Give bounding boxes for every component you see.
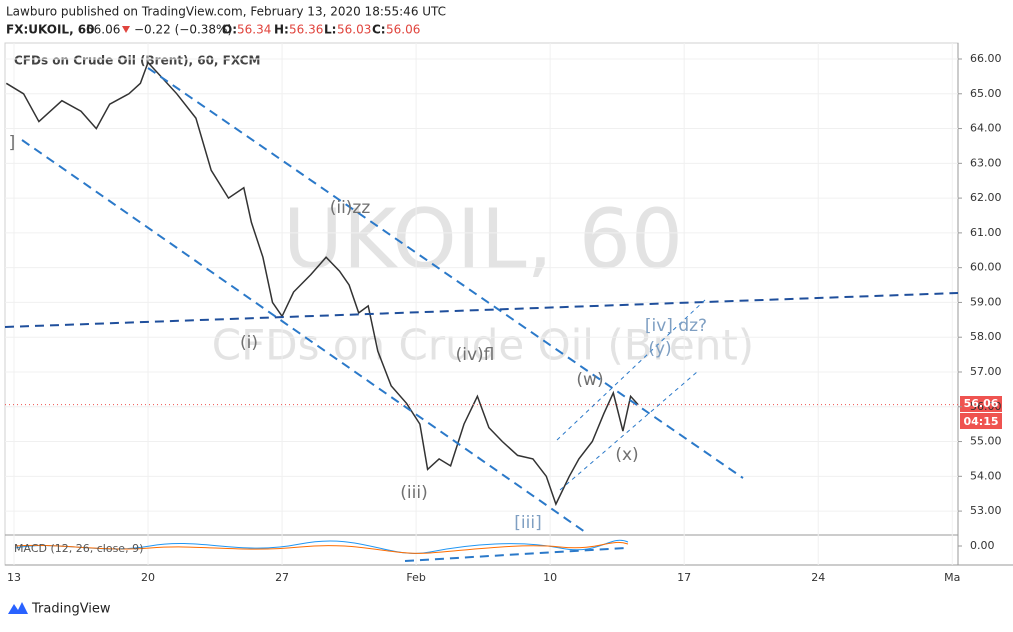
wave-label: (x)	[615, 445, 638, 465]
x-tick-label: 10	[543, 571, 557, 584]
y-tick-label: 55.00	[970, 435, 1002, 448]
y-tick-label: 57.00	[970, 365, 1002, 378]
wave-label: (w)	[576, 370, 603, 390]
y-tick-label: 62.00	[970, 191, 1002, 204]
y-tick-label: 63.00	[970, 156, 1002, 169]
x-tick-label: 13	[7, 571, 21, 584]
x-tick-label: 27	[275, 571, 289, 584]
wave-label: (y)	[648, 339, 671, 359]
y-tick-label: 54.00	[970, 469, 1002, 482]
y-tick-label: 64.00	[970, 122, 1002, 135]
y-tick-label: 58.00	[970, 330, 1002, 343]
watermark-desc: CFDs on Crude Oil (Brent)	[212, 321, 754, 370]
wave-label: (ii)zz	[330, 198, 371, 218]
wave-label: (i)	[240, 333, 258, 353]
countdown-badge	[960, 413, 1002, 429]
c-label: C:	[372, 23, 386, 37]
l-value: 56.03	[337, 23, 371, 37]
h-label: H:	[274, 23, 289, 37]
trendline	[147, 67, 744, 479]
logo	[8, 602, 28, 614]
h-value: 56.36	[289, 23, 323, 37]
trendline	[21, 139, 586, 533]
x-tick-label: Ma	[944, 571, 960, 584]
y-tick-label: 60.00	[970, 261, 1002, 274]
trendline	[556, 299, 706, 441]
price-line	[5, 61, 639, 507]
price-pane	[5, 43, 958, 565]
y-tick-label: 56.00	[970, 400, 1002, 413]
x-tick-label: Feb	[406, 571, 425, 584]
c-value: 56.06	[386, 23, 420, 37]
symbol: FX:UKOIL, 60	[6, 23, 95, 37]
last: 56.06	[86, 23, 120, 37]
y-tick-label: 65.00	[970, 87, 1002, 100]
last-price-label: 56.06	[964, 397, 999, 410]
y-tick-label: 53.00	[970, 504, 1002, 517]
signal-line	[14, 541, 629, 554]
y-tick-label: 61.00	[970, 226, 1002, 239]
y-tick-label: 66.00	[970, 52, 1002, 65]
trendline	[404, 547, 626, 562]
price-badge	[960, 396, 1002, 412]
y-tick-label: 0.00	[970, 539, 995, 552]
published-line: Lawburo published on TradingView.com, Fe…	[6, 5, 446, 19]
wave-label: [iii]	[514, 513, 541, 533]
wave-label: [iv] dz?	[645, 316, 707, 336]
change: −0.22 (−0.38%)	[134, 23, 232, 37]
o-label: O:	[222, 23, 237, 37]
macd-line	[14, 539, 629, 554]
indicator-label: MACD (12, 26, close, 9)	[14, 542, 143, 555]
chart-title: CFDs on Crude Oil (Brent), 60, FXCM	[14, 54, 260, 68]
wave-label: ]	[9, 133, 16, 153]
brand: TradingView	[31, 602, 111, 617]
x-tick-label: 24	[811, 571, 825, 584]
wave-label: (iv)fl	[456, 345, 495, 365]
o-value: 56.34	[237, 23, 271, 37]
x-tick-label: 17	[677, 571, 691, 584]
down-arrow	[122, 26, 130, 33]
trendline	[559, 371, 698, 491]
trendline	[4, 292, 959, 328]
x-tick-label: 20	[141, 571, 155, 584]
wave-label: (iii)	[400, 483, 427, 503]
countdown: 04:15	[963, 415, 998, 428]
watermark-symbol: UKOIL, 60	[283, 192, 683, 287]
y-tick-label: 59.00	[970, 295, 1002, 308]
l-label: L:	[324, 23, 336, 37]
